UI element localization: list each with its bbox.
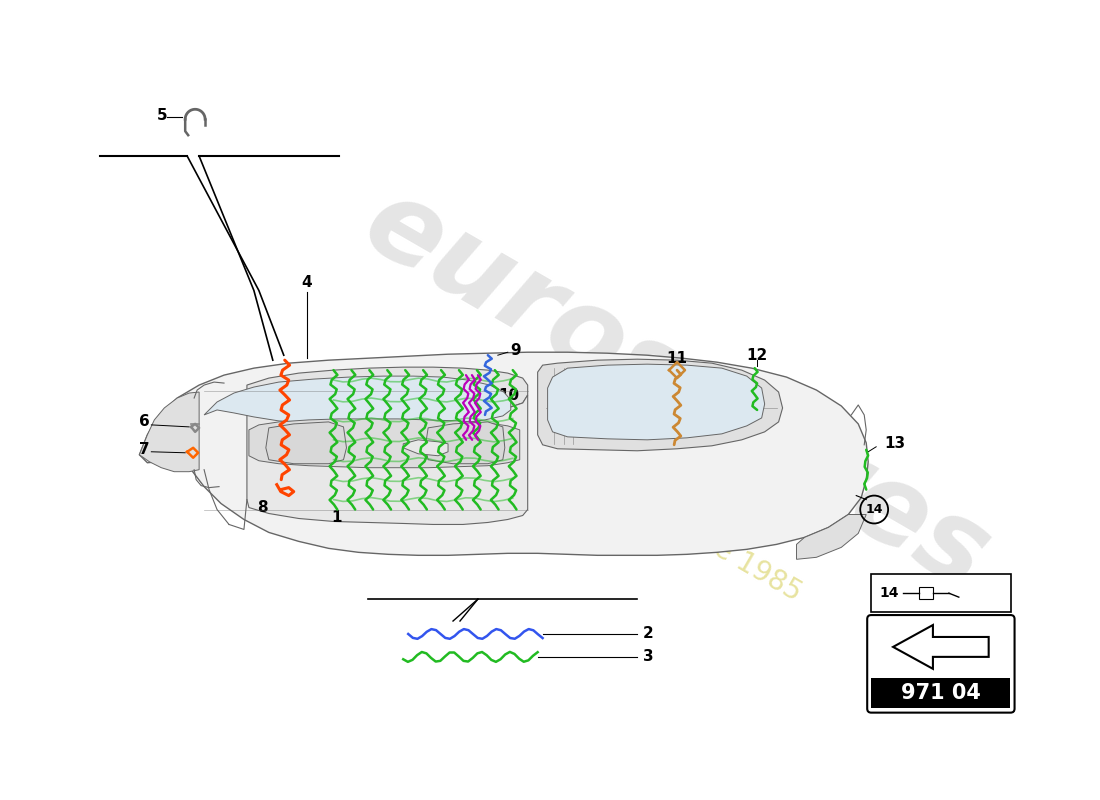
Polygon shape (796, 514, 866, 559)
Text: 12: 12 (746, 348, 768, 362)
Text: 2: 2 (644, 626, 653, 642)
Text: eurospares: eurospares (346, 168, 1008, 612)
FancyBboxPatch shape (871, 574, 1011, 612)
Polygon shape (538, 359, 782, 450)
Bar (871, 678, 1010, 708)
Polygon shape (249, 419, 519, 468)
Text: 11: 11 (667, 350, 688, 366)
Text: 10: 10 (498, 387, 519, 402)
Text: 7: 7 (140, 442, 150, 458)
Polygon shape (140, 392, 199, 472)
Text: 14: 14 (866, 503, 883, 516)
FancyBboxPatch shape (918, 587, 933, 599)
Text: 13: 13 (884, 436, 905, 451)
FancyBboxPatch shape (867, 615, 1014, 713)
Polygon shape (893, 625, 989, 669)
Text: a passion for parts since 1985: a passion for parts since 1985 (429, 373, 806, 606)
Polygon shape (266, 422, 346, 464)
Text: 5: 5 (156, 108, 167, 122)
Polygon shape (140, 352, 868, 555)
Text: 8: 8 (257, 500, 268, 515)
Text: 3: 3 (644, 650, 653, 664)
Polygon shape (205, 376, 510, 425)
Text: 9: 9 (509, 342, 520, 358)
Polygon shape (246, 367, 528, 416)
Text: 14: 14 (879, 586, 899, 600)
Text: 971 04: 971 04 (901, 682, 981, 702)
Polygon shape (548, 364, 764, 440)
Polygon shape (246, 395, 528, 525)
Text: 6: 6 (140, 414, 150, 430)
Text: 1: 1 (331, 510, 342, 525)
Text: 4: 4 (301, 275, 312, 290)
Polygon shape (425, 422, 505, 464)
Polygon shape (404, 440, 448, 456)
